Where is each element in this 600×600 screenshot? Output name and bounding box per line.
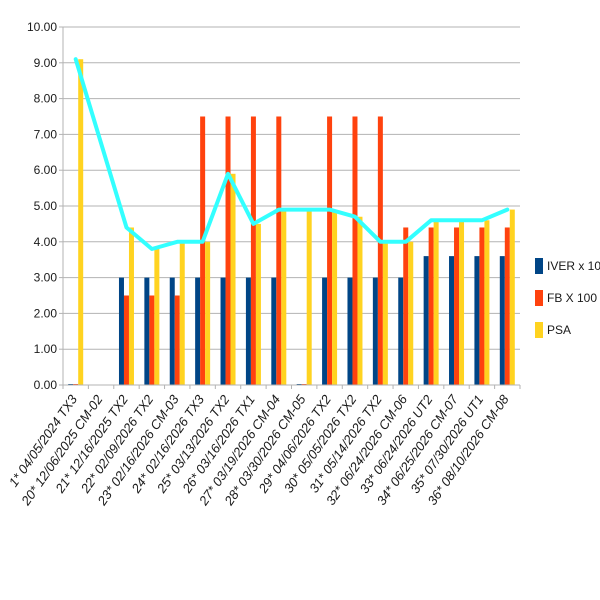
bar-fb-x-100 bbox=[454, 227, 460, 385]
bar-iver-x-10 bbox=[220, 277, 226, 385]
bar-fb-x-100 bbox=[327, 116, 333, 385]
bar-iver-x-10 bbox=[347, 277, 353, 385]
bar-psa bbox=[357, 216, 363, 385]
legend-label: FB X 100 bbox=[547, 291, 597, 305]
bar-iver-x-10 bbox=[372, 277, 378, 385]
bar-psa bbox=[509, 209, 515, 385]
y-tick-label: 9.00 bbox=[34, 56, 58, 70]
bar-psa bbox=[433, 220, 439, 385]
bar-psa bbox=[154, 248, 160, 385]
axes bbox=[59, 26, 521, 389]
y-axis-tick-labels: 0.00 1.00 2.00 3.00 4.00 5.00 6.00 7.00 8.00 9.00… bbox=[27, 20, 57, 392]
legend-swatch bbox=[535, 258, 543, 274]
y-tick-label: 7.00 bbox=[34, 127, 58, 141]
bar-iver-x-10 bbox=[423, 256, 429, 385]
y-tick-label: 8.00 bbox=[34, 92, 58, 106]
gridlines bbox=[63, 26, 520, 386]
bar-iver-x-10 bbox=[195, 277, 201, 385]
bar-iver-x-10 bbox=[449, 256, 455, 385]
bar-iver-x-10 bbox=[245, 277, 251, 385]
bar-fb-x-100 bbox=[200, 116, 206, 385]
bar-psa bbox=[459, 220, 465, 385]
bar-fb-x-100 bbox=[504, 227, 510, 385]
legend-label: PSA bbox=[547, 323, 571, 337]
bar-psa bbox=[255, 223, 261, 385]
bar-iver-x-10 bbox=[322, 277, 328, 385]
legend-swatch bbox=[535, 290, 543, 306]
bar-psa bbox=[230, 173, 236, 385]
psa-trend-line bbox=[73, 57, 510, 251]
bar-psa bbox=[484, 220, 490, 385]
bar-fb-x-100 bbox=[174, 295, 180, 385]
bar-iver-x-10 bbox=[474, 256, 480, 385]
bar-fb-x-100 bbox=[250, 116, 256, 385]
bar-fb-x-100 bbox=[377, 116, 383, 385]
y-tick-label: 4.00 bbox=[34, 235, 58, 249]
legend-label: IVER x 10 bbox=[547, 259, 600, 273]
bar-iver-x-10 bbox=[499, 256, 505, 385]
bar-fb-x-100 bbox=[428, 227, 434, 385]
bar-psa bbox=[78, 59, 84, 385]
bar-psa bbox=[332, 209, 338, 385]
legend: IVER x 10 FB X 100 PSA bbox=[535, 258, 600, 338]
bar-fb-x-100 bbox=[123, 295, 129, 385]
bar-fb-x-100 bbox=[352, 116, 358, 385]
y-tick-label: 1.00 bbox=[34, 342, 58, 356]
legend-swatch bbox=[535, 322, 543, 338]
bar-fb-x-100 bbox=[479, 227, 485, 385]
bar-psa bbox=[205, 241, 211, 385]
bar-iver-x-10 bbox=[118, 277, 124, 385]
bar-iver-x-10 bbox=[169, 277, 175, 385]
bar-fb-x-100 bbox=[403, 227, 409, 385]
bar-fb-x-100 bbox=[276, 116, 282, 385]
bar-psa bbox=[128, 227, 134, 385]
y-tick-label: 2.00 bbox=[34, 306, 58, 320]
bar-psa bbox=[408, 241, 414, 385]
y-tick-label: 5.00 bbox=[34, 199, 58, 213]
bar-fb-x-100 bbox=[225, 116, 231, 385]
bar-iver-x-10 bbox=[271, 277, 277, 385]
bar-psa bbox=[281, 209, 287, 385]
bar-psa bbox=[179, 241, 185, 385]
bar-fb-x-100 bbox=[149, 295, 155, 385]
y-tick-label: 6.00 bbox=[34, 163, 58, 177]
bar-iver-x-10 bbox=[398, 277, 404, 385]
psa-line bbox=[73, 57, 510, 251]
bar-psa bbox=[382, 241, 388, 385]
bars bbox=[68, 59, 515, 385]
y-tick-label: 3.00 bbox=[34, 271, 58, 285]
y-tick-label: 0.00 bbox=[34, 378, 58, 392]
bar-psa bbox=[306, 209, 312, 385]
y-tick-label: 10.00 bbox=[27, 20, 57, 34]
bar-iver-x-10 bbox=[144, 277, 150, 385]
